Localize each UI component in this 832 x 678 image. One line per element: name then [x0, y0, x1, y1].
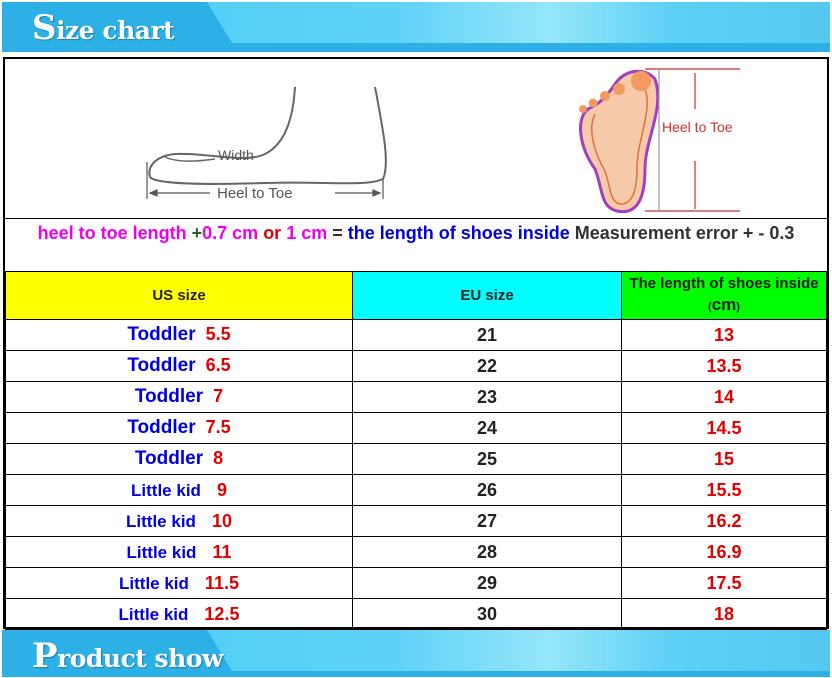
sole-heel-to-toe-label: Heel to Toe	[662, 119, 733, 135]
us-size-cell: Little kid 11.5	[5, 567, 353, 599]
eu-size-cell: 23	[352, 381, 622, 413]
us-size-cell: Toddler 6.5	[5, 350, 353, 382]
age-group: Little kid	[126, 542, 197, 562]
eu-size-cell: 30	[352, 598, 622, 630]
us-size-cell: Toddler 7	[5, 381, 353, 413]
table-row: Toddler 7 23 14	[5, 381, 827, 413]
length-cm-cell: 14.5	[621, 412, 827, 444]
age-group: Toddler	[134, 448, 204, 469]
header-length-unit: cm	[711, 295, 737, 314]
length-cm-cell: 13	[621, 319, 827, 351]
formula-text: +	[191, 223, 203, 243]
us-size: 5.5	[205, 324, 231, 344]
us-size: 8	[213, 448, 224, 468]
us-size-cell: Toddler 5.5	[5, 319, 353, 351]
length-cm-cell: 14	[621, 381, 827, 413]
us-size: 7.5	[205, 417, 231, 437]
age-group: Toddler	[127, 355, 196, 376]
length-cm-cell: 16.9	[621, 536, 827, 568]
width-label: Width	[218, 147, 254, 163]
eu-size-cell: 25	[352, 443, 622, 475]
table-row: Little kid 12.5 30 18	[5, 598, 827, 630]
size-chart-banner: Size chart	[2, 2, 830, 52]
header-length-text: The length of shoes inside	[629, 275, 819, 292]
size-chart-title: Size chart	[32, 8, 175, 48]
us-size: 10	[211, 510, 232, 531]
heel-to-toe-label: Heel to Toe	[217, 185, 293, 202]
foot-illustrations: Width Heel to Toe Heel to Toe	[5, 59, 827, 219]
eu-size-cell: 21	[352, 319, 622, 351]
formula-text: =	[332, 223, 348, 243]
us-size: 12.5	[204, 603, 240, 624]
formula-text: the length of shoes inside	[347, 223, 575, 243]
eu-size-cell: 27	[352, 505, 622, 537]
age-group: Little kid	[118, 604, 189, 624]
formula-text: Measurement error + - 0.3	[574, 223, 795, 243]
eu-size-cell: 22	[352, 350, 622, 382]
eu-size-cell: 28	[352, 536, 622, 568]
age-group: Toddler	[134, 386, 204, 407]
length-cm-cell: 15	[621, 443, 827, 475]
table-row: Little kid 10 27 16.2	[5, 505, 827, 537]
measurement-formula: heel to toe length +0.7 cm or 1 cm = the…	[5, 219, 827, 271]
us-size: 11.5	[204, 572, 239, 593]
length-cm-cell: 17.5	[621, 567, 827, 599]
us-size: 9	[216, 479, 227, 500]
table-row: Little kid 11 28 16.9	[5, 536, 827, 568]
length-cm-cell: 16.2	[621, 505, 827, 537]
length-cm-cell: 15.5	[621, 474, 827, 506]
age-group: Little kid	[131, 480, 201, 500]
formula-text: or	[263, 223, 287, 243]
eu-size-cell: 24	[352, 412, 622, 444]
us-size-cell: Toddler 8	[5, 443, 353, 475]
table-row: Toddler 8 25 15	[5, 443, 827, 475]
header-eu-size: EU size	[352, 271, 622, 320]
foot-measure-illustration: Width Heel to Toe Heel to Toe	[146, 68, 740, 214]
us-size-cell: Little kid 12.5	[5, 598, 353, 630]
us-size: 6.5	[205, 355, 231, 375]
age-group: Toddler	[127, 417, 196, 438]
table-row: Little kid 11.5 29 17.5	[5, 567, 827, 599]
header-us-size: US size	[5, 271, 353, 320]
us-size-cell: Little kid 9	[5, 474, 353, 506]
us-size: 11	[212, 541, 232, 562]
age-group: Little kid	[126, 511, 196, 531]
size-chart: Width Heel to Toe Heel to Toe heel to to…	[3, 57, 829, 630]
table-row: Little kid 9 26 15.5	[5, 474, 827, 506]
header-length: The length of shoes inside (cm)	[621, 271, 827, 320]
age-group: Little kid	[119, 573, 189, 593]
eu-size-cell: 26	[352, 474, 622, 506]
product-show-title: Product show	[32, 636, 224, 676]
size-table: US size EU size The length of shoes insi…	[5, 271, 827, 630]
formula-text: heel to toe length	[37, 223, 192, 243]
formula-text: 0.7 cm	[202, 223, 264, 243]
table-row: Toddler 5.5 21 13	[5, 319, 827, 351]
length-cm-cell: 13.5	[621, 350, 827, 382]
us-size-cell: Little kid 10	[5, 505, 353, 537]
us-size: 7	[213, 386, 224, 406]
length-cm-cell: 18	[621, 598, 827, 630]
age-group: Toddler	[127, 324, 196, 345]
product-show-banner: Product show	[2, 630, 830, 677]
table-row: Toddler 7.5 24 14.5	[5, 412, 827, 444]
table-row: Toddler 6.5 22 13.5	[5, 350, 827, 382]
eu-size-cell: 29	[352, 567, 622, 599]
us-size-cell: Little kid 11	[5, 536, 353, 568]
us-size-cell: Toddler 7.5	[5, 412, 353, 444]
formula-text: 1 cm	[286, 223, 333, 243]
